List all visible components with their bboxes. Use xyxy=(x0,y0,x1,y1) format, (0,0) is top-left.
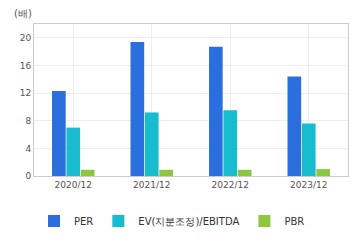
svg-text:16: 16 xyxy=(20,61,32,71)
svg-text:2022/12: 2022/12 xyxy=(212,180,249,190)
svg-text:EV(지분조정)/EBITDA: EV(지분조정)/EBITDA xyxy=(138,216,239,227)
svg-text:2021/12: 2021/12 xyxy=(133,180,170,190)
svg-text:20: 20 xyxy=(20,33,32,43)
svg-text:2023/12: 2023/12 xyxy=(290,180,327,190)
svg-text:0: 0 xyxy=(25,171,31,181)
svg-text:4: 4 xyxy=(25,144,31,154)
svg-text:PER: PER xyxy=(74,216,93,227)
svg-text:8: 8 xyxy=(25,116,31,126)
svg-text:(배): (배) xyxy=(14,8,32,19)
svg-text:12: 12 xyxy=(20,88,31,98)
svg-text:PBR: PBR xyxy=(284,216,304,227)
svg-text:2020/12: 2020/12 xyxy=(55,180,92,190)
